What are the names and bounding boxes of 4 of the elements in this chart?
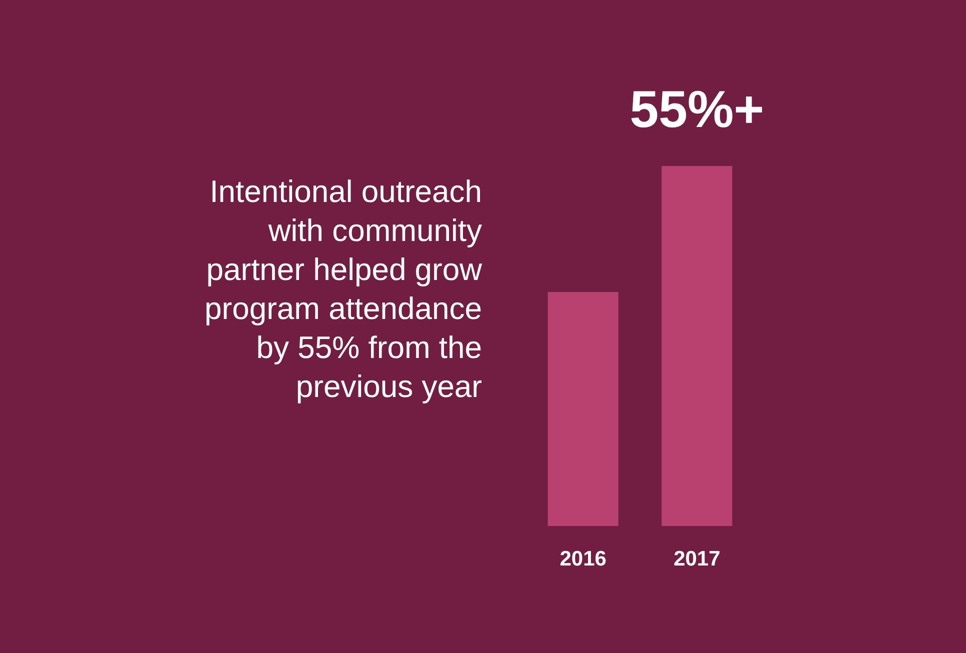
- x-tick-label: 2016: [560, 548, 606, 570]
- text: Intentional outreach with community partner helped grow program attendance by 55% from the previous year: [204, 173, 482, 406]
- x-tick-label: 2017: [674, 548, 720, 570]
- annotation: 55%+: [630, 81, 764, 139]
